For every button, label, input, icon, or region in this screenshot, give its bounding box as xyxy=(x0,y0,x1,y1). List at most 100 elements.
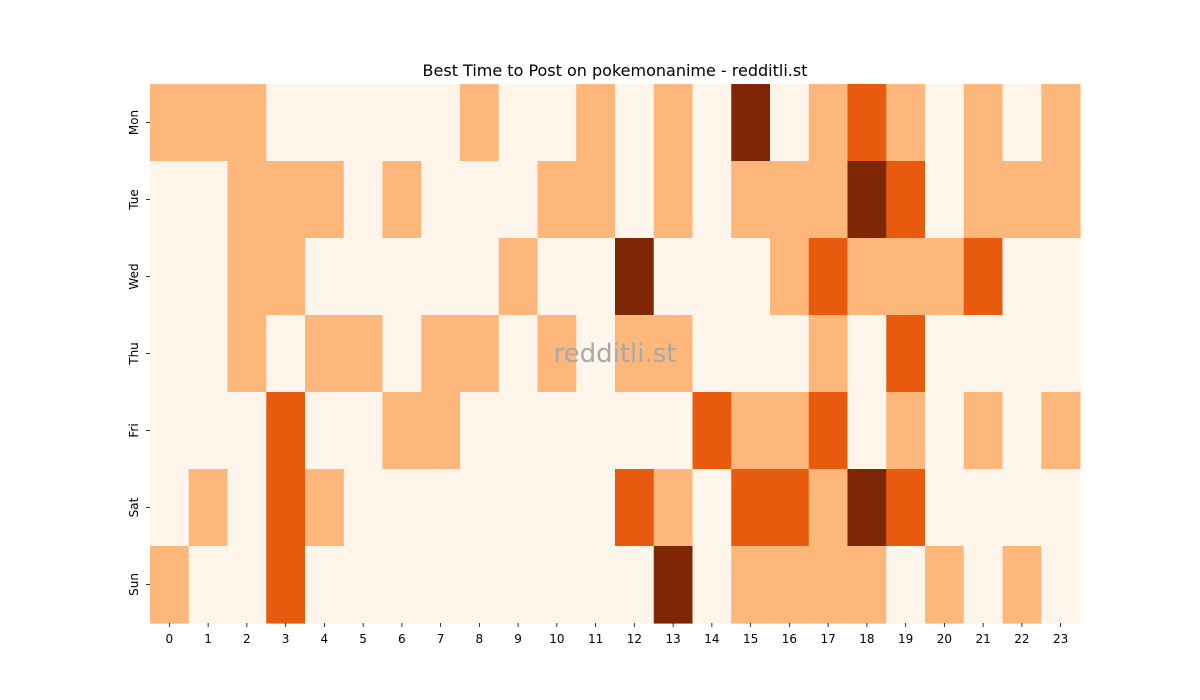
heatmap-cell-thu-0 xyxy=(150,315,190,393)
heatmap-cell-thu-12 xyxy=(615,315,655,393)
heatmap-cell-sat-14 xyxy=(692,469,732,547)
heatmap-cell-sun-1 xyxy=(188,546,229,624)
heatmap-cell-wed-22 xyxy=(1002,238,1042,316)
heatmap-cell-fri-22 xyxy=(1002,392,1042,470)
heatmap-cell-thu-10 xyxy=(537,315,577,393)
heatmap-cell-mon-6 xyxy=(382,84,422,162)
heatmap-cell-tue-20 xyxy=(925,161,965,239)
heatmap-cell-fri-13 xyxy=(653,392,694,470)
x-tick-label: 19 xyxy=(898,632,913,646)
heatmap-cell-tue-19 xyxy=(886,161,926,239)
heatmap-cell-fri-8 xyxy=(460,392,500,470)
heatmap-cell-thu-9 xyxy=(498,315,539,393)
heatmap-cell-thu-5 xyxy=(343,315,384,393)
heatmap-cell-thu-16 xyxy=(770,315,810,393)
heatmap-cell-thu-6 xyxy=(382,315,422,393)
heatmap-cell-thu-18 xyxy=(847,315,887,393)
heatmap-cell-fri-6 xyxy=(382,392,422,470)
x-tick-label: 14 xyxy=(704,632,719,646)
heatmap-cell-wed-4 xyxy=(305,238,345,316)
heatmap-cell-mon-10 xyxy=(537,84,577,162)
heatmap-cell-wed-11 xyxy=(576,238,616,316)
heatmap-cell-sun-5 xyxy=(343,546,384,624)
heatmap-cell-mon-2 xyxy=(227,84,267,162)
heatmap-cell-sat-3 xyxy=(266,469,306,547)
heatmap-cell-fri-16 xyxy=(770,392,810,470)
heatmap-cell-thu-14 xyxy=(692,315,732,393)
heatmap-cell-wed-7 xyxy=(421,238,461,316)
heatmap-cell-sun-22 xyxy=(1002,546,1042,624)
heatmap-cell-sat-9 xyxy=(498,469,539,547)
heatmap-cell-sun-17 xyxy=(808,546,849,624)
heatmap-cell-wed-14 xyxy=(692,238,732,316)
heatmap-cell-tue-22 xyxy=(1002,161,1042,239)
heatmap-cell-sat-23 xyxy=(1041,469,1081,547)
x-tick-label: 13 xyxy=(665,632,680,646)
heatmap-cell-tue-15 xyxy=(731,161,771,239)
heatmap-cell-fri-9 xyxy=(498,392,539,470)
heatmap-cell-mon-0 xyxy=(150,84,190,162)
heatmap-cell-thu-22 xyxy=(1002,315,1042,393)
heatmap-cell-sat-11 xyxy=(576,469,616,547)
heatmap-cell-tue-1 xyxy=(188,161,229,239)
heatmap-cell-fri-12 xyxy=(615,392,655,470)
heatmap-cell-mon-7 xyxy=(421,84,461,162)
heatmap-cell-mon-14 xyxy=(692,84,732,162)
heatmap-cell-thu-4 xyxy=(305,315,345,393)
heatmap-cell-mon-19 xyxy=(886,84,926,162)
heatmap-cell-sun-11 xyxy=(576,546,616,624)
heatmap-cell-thu-2 xyxy=(227,315,267,393)
heatmap-cell-tue-7 xyxy=(421,161,461,239)
heatmap-cell-tue-23 xyxy=(1041,161,1081,239)
heatmap-cell-mon-16 xyxy=(770,84,810,162)
heatmap-cell-sun-14 xyxy=(692,546,732,624)
heatmap-cell-tue-21 xyxy=(963,161,1004,239)
heatmap-cell-mon-15 xyxy=(731,84,771,162)
heatmap-cell-fri-5 xyxy=(343,392,384,470)
heatmap-cell-mon-22 xyxy=(1002,84,1042,162)
heatmap-cell-fri-19 xyxy=(886,392,926,470)
heatmap-cell-tue-8 xyxy=(460,161,500,239)
heatmap-cell-mon-21 xyxy=(963,84,1004,162)
heatmap-cell-mon-23 xyxy=(1041,84,1081,162)
heatmap-cell-sun-4 xyxy=(305,546,345,624)
x-axis: 0 1 2 3 4 5 6 7 8 9 10 11 12 13 14 15 16 17 18 19 20 21 22 23 xyxy=(166,623,1068,646)
heatmap-cell-tue-3 xyxy=(266,161,306,239)
heatmap-cell-mon-4 xyxy=(305,84,345,162)
heatmap-cell-sat-1 xyxy=(188,469,229,547)
heatmap-cell-mon-18 xyxy=(847,84,887,162)
heatmap-cell-sat-21 xyxy=(963,469,1004,547)
x-tick-label: 18 xyxy=(859,632,874,646)
heatmap-cell-sat-10 xyxy=(537,469,577,547)
heatmap-cell-thu-23 xyxy=(1041,315,1081,393)
heatmap-cell-wed-6 xyxy=(382,238,422,316)
heatmap-cell-tue-4 xyxy=(305,161,345,239)
heatmap-cell-fri-18 xyxy=(847,392,887,470)
heatmap-cell-wed-9 xyxy=(498,238,539,316)
heatmap-cell-mon-20 xyxy=(925,84,965,162)
heatmap-cell-fri-1 xyxy=(188,392,229,470)
x-tick-label: 20 xyxy=(937,632,952,646)
watermark: redditli.st xyxy=(554,339,677,369)
heatmap-cell-sun-7 xyxy=(421,546,461,624)
heatmap-cell-wed-8 xyxy=(460,238,500,316)
heatmap-cell-tue-0 xyxy=(150,161,190,239)
heatmap-cell-tue-5 xyxy=(343,161,384,239)
heatmap-cell-wed-18 xyxy=(847,238,887,316)
heatmap-cell-sun-19 xyxy=(886,546,926,624)
heatmap-cell-sun-18 xyxy=(847,546,887,624)
heatmap-cell-thu-8 xyxy=(460,315,500,393)
x-tick-label: 2 xyxy=(243,632,251,646)
heatmap-cell-fri-21 xyxy=(963,392,1004,470)
y-tick-label: Tue xyxy=(127,189,141,211)
heatmap-cell-tue-6 xyxy=(382,161,422,239)
heatmap-cell-sun-10 xyxy=(537,546,577,624)
heatmap-cell-wed-19 xyxy=(886,238,926,316)
heatmap-cell-wed-23 xyxy=(1041,238,1081,316)
heatmap-cell-sat-18 xyxy=(847,469,887,547)
heatmap-cell-wed-1 xyxy=(188,238,229,316)
heatmap-cell-sat-2 xyxy=(227,469,267,547)
heatmap-cell-sat-22 xyxy=(1002,469,1042,547)
heatmap-cell-mon-17 xyxy=(808,84,849,162)
heatmap-cell-sat-15 xyxy=(731,469,771,547)
